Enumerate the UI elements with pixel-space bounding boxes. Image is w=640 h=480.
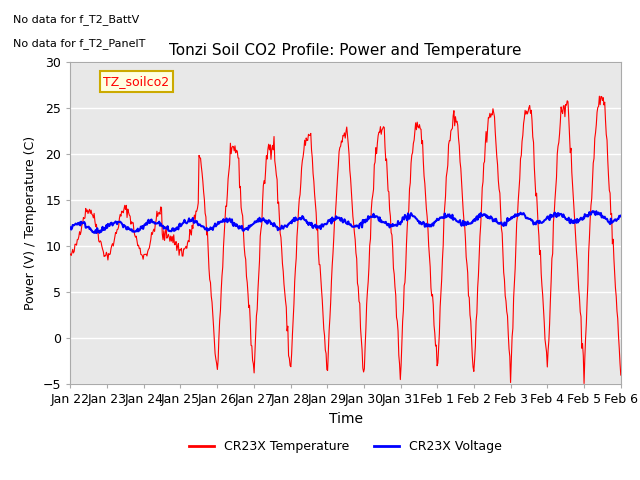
Y-axis label: Power (V) / Temperature (C): Power (V) / Temperature (C) bbox=[24, 136, 37, 310]
Text: No data for f_T2_PanelT: No data for f_T2_PanelT bbox=[13, 38, 145, 49]
Text: TZ_soilco2: TZ_soilco2 bbox=[104, 75, 170, 88]
Legend: CR23X Temperature, CR23X Voltage: CR23X Temperature, CR23X Voltage bbox=[184, 435, 507, 458]
X-axis label: Time: Time bbox=[328, 411, 363, 426]
Title: Tonzi Soil CO2 Profile: Power and Temperature: Tonzi Soil CO2 Profile: Power and Temper… bbox=[170, 44, 522, 59]
Text: No data for f_T2_BattV: No data for f_T2_BattV bbox=[13, 14, 139, 25]
